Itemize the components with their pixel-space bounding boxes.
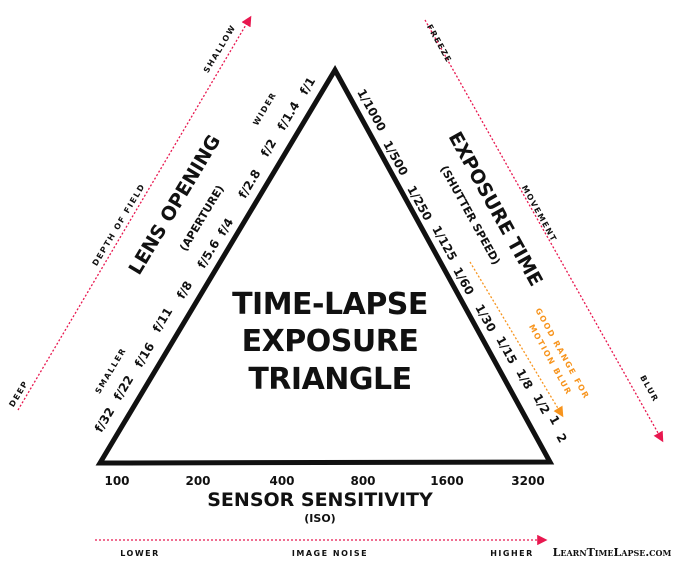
iso-value: 800 — [350, 474, 375, 488]
shutter-value: 1/8 — [513, 366, 535, 391]
motion-blur-range-arrow — [469, 261, 564, 418]
title-line-1: TIME-LAPSE — [232, 287, 428, 322]
shutter-value: 1 — [546, 413, 562, 427]
blur-label: BLUR — [638, 374, 660, 404]
iso-value: 3200 — [511, 474, 544, 488]
iso-values: 100 200 400 800 1600 3200 — [104, 474, 544, 488]
iso-value: 1600 — [430, 474, 463, 488]
iso-value: 200 — [185, 474, 210, 488]
aperture-value: f/1 — [297, 75, 318, 98]
aperture-value: f/11 — [150, 305, 176, 335]
aperture-value: f/22 — [111, 373, 137, 403]
movement-label: MOVEMENT — [520, 184, 559, 244]
aperture-value: f/2 — [258, 137, 279, 160]
shutter-value: 1/125 — [429, 223, 460, 263]
shutter-value: 2 — [553, 431, 569, 445]
iso-sublabel: (ISO) — [304, 512, 335, 525]
title-line-2: EXPOSURE — [242, 324, 419, 359]
aperture-value: f/32 — [92, 405, 118, 435]
title-line-3: TRIANGLE — [248, 362, 411, 397]
deep-label: DEEP — [7, 379, 30, 409]
aperture-value: f/4 — [215, 216, 236, 239]
aperture-value: f/16 — [132, 340, 158, 370]
lower-label: LOWER — [120, 549, 160, 558]
triangle — [95, 64, 555, 466]
higher-label: HIGHER — [490, 549, 534, 558]
image-noise-label: IMAGE NOISE — [292, 549, 368, 558]
iso-value: 100 — [104, 474, 129, 488]
iso-value: 400 — [269, 474, 294, 488]
aperture-value: f/8 — [174, 279, 195, 302]
brand-logo: LearnTimeLapse.com — [553, 546, 672, 559]
iso-label: SENSOR SENSITIVITY — [207, 489, 433, 511]
freeze-label: FREEZE — [425, 23, 454, 65]
depth-of-field-arrow — [17, 15, 252, 411]
aperture-wider-label: WIDER — [251, 90, 278, 127]
movement-arrow — [424, 19, 664, 443]
shutter-value: 1/2 — [530, 391, 552, 416]
